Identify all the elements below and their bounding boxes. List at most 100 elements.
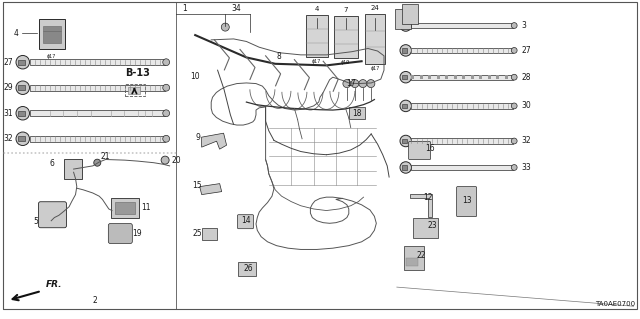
Text: 26: 26	[243, 264, 253, 273]
Circle shape	[511, 138, 517, 144]
Text: 27: 27	[521, 46, 531, 55]
Bar	[402, 48, 408, 53]
Text: ϕ19: ϕ19	[341, 60, 350, 65]
Bar	[111, 198, 139, 218]
Circle shape	[511, 23, 517, 28]
Bar	[44, 26, 61, 32]
Bar	[445, 75, 449, 79]
Bar	[128, 87, 140, 94]
Bar	[428, 75, 431, 79]
Text: 21: 21	[100, 152, 110, 161]
Text: 30: 30	[521, 101, 531, 110]
Text: 34: 34	[232, 4, 241, 13]
Text: 4: 4	[315, 6, 319, 12]
Bar	[396, 9, 412, 29]
Circle shape	[400, 100, 412, 112]
Bar	[39, 19, 65, 49]
Bar	[497, 75, 499, 79]
Text: ϕ17: ϕ17	[312, 59, 321, 64]
FancyBboxPatch shape	[237, 215, 253, 229]
Bar	[462, 75, 465, 79]
Text: 7: 7	[343, 7, 348, 13]
Polygon shape	[200, 184, 221, 195]
Text: ϕ17: ϕ17	[47, 55, 56, 60]
Bar	[412, 138, 513, 144]
Text: 15: 15	[192, 181, 202, 190]
Circle shape	[400, 135, 412, 147]
Text: 29: 29	[3, 83, 13, 92]
Bar	[202, 228, 216, 241]
Bar	[64, 159, 82, 179]
Bar	[29, 110, 165, 116]
Text: 10: 10	[190, 72, 200, 81]
Text: 25: 25	[192, 229, 202, 238]
Bar	[306, 15, 328, 57]
Circle shape	[16, 107, 29, 120]
Circle shape	[16, 56, 29, 69]
Bar	[18, 111, 25, 116]
Text: 5: 5	[34, 217, 38, 226]
Circle shape	[511, 48, 517, 53]
Text: 13: 13	[462, 196, 472, 205]
Bar	[479, 75, 483, 79]
Text: 9: 9	[196, 133, 201, 142]
Bar	[402, 104, 408, 108]
Bar	[365, 14, 385, 64]
Polygon shape	[410, 194, 431, 217]
Bar	[402, 4, 418, 24]
Circle shape	[221, 23, 229, 31]
Text: 24: 24	[371, 5, 380, 11]
Bar	[349, 107, 365, 119]
Text: 31: 31	[3, 109, 13, 118]
Text: 4: 4	[14, 29, 19, 38]
Text: 19: 19	[132, 229, 142, 238]
Text: 14: 14	[241, 216, 252, 225]
Bar	[402, 23, 408, 28]
Circle shape	[351, 79, 359, 88]
Bar	[402, 75, 408, 79]
Circle shape	[343, 79, 351, 88]
Text: 2: 2	[92, 296, 97, 305]
Bar	[402, 165, 408, 170]
Bar	[413, 218, 438, 238]
Text: 3: 3	[521, 21, 526, 30]
Text: 11: 11	[141, 204, 150, 212]
Circle shape	[400, 162, 412, 173]
Text: 20: 20	[171, 156, 180, 165]
FancyBboxPatch shape	[108, 224, 132, 243]
Text: 22: 22	[417, 251, 426, 260]
Bar	[239, 262, 257, 276]
Circle shape	[16, 132, 29, 145]
Text: 1: 1	[182, 4, 187, 13]
Text: 27: 27	[3, 58, 13, 67]
Circle shape	[163, 84, 170, 91]
Bar	[18, 85, 25, 90]
Bar	[437, 75, 440, 79]
Bar	[412, 23, 513, 28]
Text: 18: 18	[353, 109, 362, 118]
Circle shape	[511, 74, 517, 80]
Bar	[454, 75, 457, 79]
Text: 23: 23	[427, 221, 437, 230]
Text: 32: 32	[521, 137, 531, 145]
Bar	[412, 103, 513, 108]
Circle shape	[400, 20, 412, 31]
Text: 32: 32	[3, 134, 13, 143]
Bar	[412, 165, 513, 170]
Bar	[406, 258, 419, 266]
Circle shape	[161, 156, 169, 164]
Bar	[402, 139, 408, 143]
Circle shape	[367, 79, 375, 88]
Circle shape	[163, 110, 170, 117]
Bar	[412, 75, 513, 80]
Bar	[404, 246, 424, 270]
Bar	[18, 60, 25, 65]
Text: TA0AE0700: TA0AE0700	[595, 301, 635, 307]
Text: 12: 12	[423, 193, 432, 202]
Text: FR.: FR.	[45, 280, 62, 289]
Bar	[125, 84, 145, 96]
Circle shape	[400, 45, 412, 56]
Bar	[412, 48, 513, 53]
Bar	[3, 2, 176, 309]
Circle shape	[511, 103, 517, 109]
